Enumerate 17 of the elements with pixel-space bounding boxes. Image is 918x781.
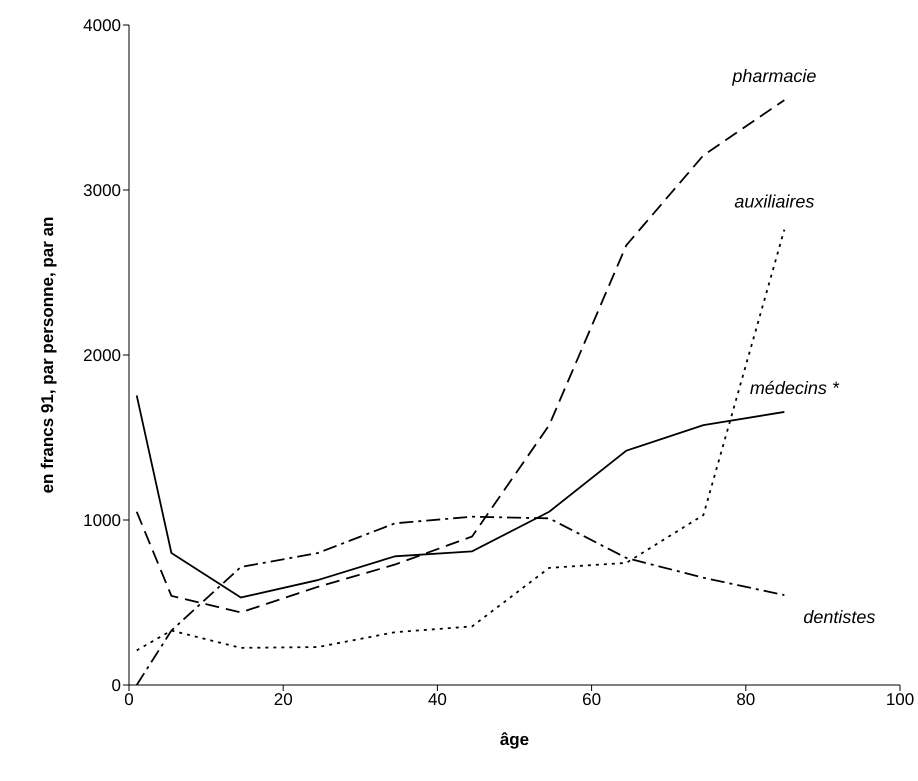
x-tick-label: 0 [124,690,134,710]
x-tick-label: 60 [582,690,602,710]
x-tick-label: 20 [274,690,293,710]
x-axis-title: âge [500,730,530,749]
series-label: dentistes [803,607,876,628]
y-tick-label: 2000 [83,346,121,366]
y-tick-label: 0 [112,676,121,696]
series-label: médecins * [750,378,840,398]
series-label: auxiliaires [734,192,814,212]
x-tick-label: 40 [428,690,447,710]
y-tick-label: 3000 [83,181,121,200]
x-tick-label: 80 [736,690,756,710]
series-label: pharmacie [731,66,816,86]
x-tick-label: 100 [886,690,914,710]
y-tick-label: 4000 [83,16,121,36]
y-axis-title: en francs 91, par personne, par an [38,216,58,494]
y-tick-label: 1000 [83,511,121,530]
